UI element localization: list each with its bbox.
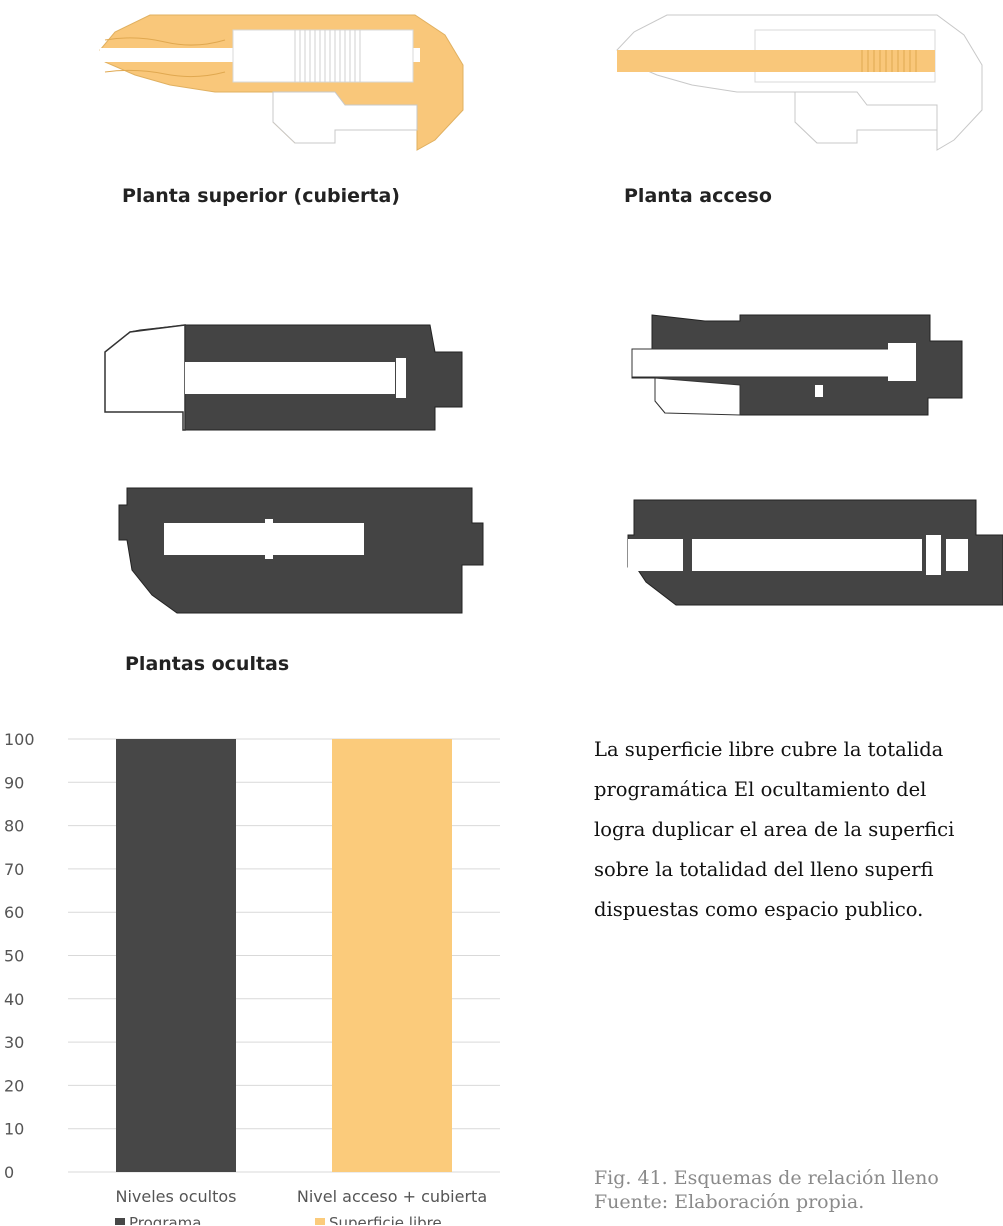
plan-planta-superior <box>99 14 464 151</box>
x-tick-label: Niveles ocultos <box>115 1187 236 1206</box>
caption-planta-acceso: Planta acceso <box>624 185 772 207</box>
y-tick-label: 60 <box>4 903 24 922</box>
paragraph: La superficie libre cubre la totalida pr… <box>594 730 954 930</box>
paragraph-line: sobre la totalidad del lleno superfi <box>594 858 934 881</box>
bar-chart: 0 10 20 30 40 50 60 70 80 90 100 Niveles ocultos Niv… <box>4 730 500 1225</box>
figure-caption: Fig. 41. Esquemas de relación lleno Fuen… <box>594 1166 939 1214</box>
paragraph-line: programática El ocultamiento del <box>594 778 927 801</box>
bar <box>332 739 452 1172</box>
x-tick-label: Nivel acceso + cubierta <box>297 1187 487 1206</box>
legend-label: Programa <box>129 1214 201 1225</box>
legend-label: Superficie libre <box>329 1214 442 1225</box>
y-tick-label: 0 <box>4 1163 14 1182</box>
plan-oculta-4 <box>627 499 1003 606</box>
y-tick-label: 50 <box>4 947 24 966</box>
y-tick-label: 80 <box>4 817 24 836</box>
legend-swatch <box>315 1218 325 1225</box>
y-tick-label: 100 <box>4 730 35 749</box>
plan-oculta-2 <box>631 314 963 416</box>
y-tick-label: 20 <box>4 1076 24 1095</box>
plan-planta-acceso <box>616 14 983 151</box>
paragraph-line: dispuestas como espacio publico. <box>594 898 924 921</box>
figure-caption-line2: Fuente: Elaboración propia. <box>594 1191 865 1213</box>
paragraph-line: La superficie libre cubre la totalida <box>594 738 944 761</box>
caption-planta-superior: Planta superior (cubierta) <box>122 185 400 207</box>
y-tick-label: 70 <box>4 860 24 879</box>
caption-plantas-ocultas: Plantas ocultas <box>125 653 290 675</box>
plan-oculta-3 <box>118 487 484 614</box>
y-tick-label: 90 <box>4 773 24 792</box>
figure-caption-line1: Fig. 41. Esquemas de relación lleno <box>594 1167 939 1189</box>
y-tick-label: 10 <box>4 1120 24 1139</box>
plan-oculta-1 <box>104 324 463 431</box>
y-tick-label: 30 <box>4 1033 24 1052</box>
bar <box>116 739 236 1172</box>
paragraph-line: logra duplicar el area de la superfici <box>594 818 955 841</box>
y-tick-label: 40 <box>4 990 24 1009</box>
legend-swatch <box>115 1218 125 1225</box>
